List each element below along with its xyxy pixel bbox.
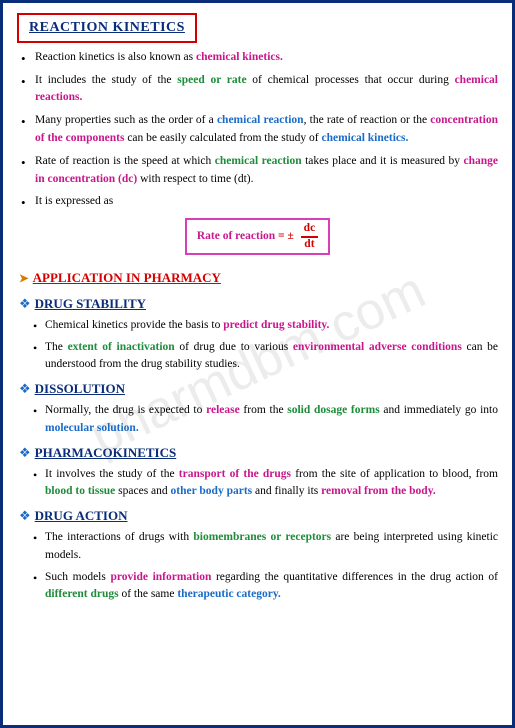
section-heading-row: ❖ DRUG STABILITY	[19, 294, 498, 315]
highlight-text: speed or rate	[177, 74, 246, 86]
text: of the same	[119, 588, 178, 600]
section-heading-row: ❖ DRUG ACTION	[19, 506, 498, 527]
section-heading: DISSOLUTION	[35, 381, 125, 396]
text: from the	[240, 404, 288, 416]
highlight-text: extent of inactivation	[68, 341, 175, 353]
text: The interactions of drugs with	[45, 531, 193, 543]
diamond-icon: ❖	[19, 445, 31, 460]
bullet-item: Normally, the drug is expected to releas…	[31, 402, 498, 438]
highlight-text: environmental adverse conditions	[293, 341, 462, 353]
text: with respect to time (dt).	[137, 173, 253, 185]
text: can be easily calculated from the study …	[124, 132, 321, 144]
formula-denominator: dt	[301, 238, 319, 251]
highlight-text: solid dosage forms	[287, 404, 379, 416]
bullet-item: The interactions of drugs with biomembra…	[31, 529, 498, 565]
main-bullet-list: Reaction kinetics is also known as chemi…	[17, 49, 498, 212]
text: Rate of reaction is the speed at which	[35, 155, 215, 167]
formula-lhs: Rate of reaction	[197, 230, 275, 242]
sub-bullet-list: Chemical kinetics provide the basis to p…	[17, 317, 498, 374]
section-heading: DRUG ACTION	[35, 508, 128, 523]
formula-eq: = ±	[275, 230, 297, 242]
formula-box: Rate of reaction = ± dcdt	[185, 218, 330, 255]
sub-bullet-list: Normally, the drug is expected to releas…	[17, 402, 498, 438]
text: It is expressed as	[35, 195, 113, 207]
text: regarding the quantitative differences i…	[211, 571, 498, 583]
arrow-icon: ➤	[19, 273, 29, 285]
sub-bullet-list: It involves the study of the transport o…	[17, 466, 498, 502]
text: takes place and it is measured by	[302, 155, 464, 167]
text: Reaction kinetics is also known as	[35, 51, 196, 63]
bullet-item: It involves the study of the transport o…	[31, 466, 498, 502]
text: Chemical kinetics provide the basis to	[45, 319, 223, 331]
diamond-icon: ❖	[19, 508, 31, 523]
bullet-item: Such models provide information regardin…	[31, 569, 498, 605]
text: and finally its	[252, 485, 321, 497]
bullet-item: Many properties such as the order of a c…	[17, 112, 498, 148]
highlight-text: blood to tissue	[45, 485, 115, 497]
text: Many properties such as the order of a	[35, 114, 217, 126]
text: , the rate of reaction or the	[304, 114, 431, 126]
highlight-text: removal from the body.	[321, 485, 436, 497]
section-heading-row: ❖ DISSOLUTION	[19, 379, 498, 400]
highlight-text: other body parts	[171, 485, 253, 497]
text: It includes the study of the	[35, 74, 177, 86]
highlight-text: predict drug stability.	[223, 319, 329, 331]
highlight-text: chemical reaction	[215, 155, 302, 167]
highlight-text: chemical kinetics.	[321, 132, 408, 144]
bullet-item: Reaction kinetics is also known as chemi…	[17, 49, 498, 67]
highlight-text: molecular solution.	[45, 422, 139, 434]
formula-container: Rate of reaction = ± dcdt	[17, 216, 498, 263]
highlight-text: therapeutic category.	[177, 588, 280, 600]
sub-bullet-list: The interactions of drugs with biomembra…	[17, 529, 498, 604]
application-heading-row: ➤ APPLICATION IN PHARMACY	[19, 268, 498, 289]
highlight-text: chemical kinetics.	[196, 51, 283, 63]
title-box: REACTION KINETICS	[17, 13, 197, 43]
highlight-text: chemical reaction	[217, 114, 304, 126]
bullet-item: Rate of reaction is the speed at which c…	[17, 153, 498, 189]
diamond-icon: ❖	[19, 381, 31, 396]
diamond-icon: ❖	[19, 296, 31, 311]
text: The	[45, 341, 68, 353]
section-heading: DRUG STABILITY	[35, 296, 146, 311]
text: Such models	[45, 571, 110, 583]
text: Normally, the drug is expected to	[45, 404, 206, 416]
text: and immediately go into	[380, 404, 498, 416]
page-content: REACTION KINETICS Reaction kinetics is a…	[17, 13, 498, 604]
highlight-text: biomembranes or receptors	[193, 531, 331, 543]
bullet-item: It includes the study of the speed or ra…	[17, 72, 498, 108]
bullet-item: The extent of inactivation of drug due t…	[31, 339, 498, 375]
formula-fraction: dcdt	[301, 223, 319, 250]
text: It involves the study of the	[45, 468, 179, 480]
highlight-text: different drugs	[45, 588, 119, 600]
highlight-text: provide information	[110, 571, 211, 583]
highlight-text: transport of the drugs	[179, 468, 291, 480]
text: of chemical processes that occur during	[247, 74, 455, 86]
formula-numerator: dc	[301, 223, 319, 238]
bullet-item: Chemical kinetics provide the basis to p…	[31, 317, 498, 335]
text: from the site of application to blood, f…	[291, 468, 498, 480]
highlight-text: release	[206, 404, 240, 416]
bullet-item: It is expressed as	[17, 193, 498, 211]
section-heading-row: ❖ PHARMACOKINETICS	[19, 443, 498, 464]
text: of drug due to various	[175, 341, 293, 353]
application-heading: APPLICATION IN PHARMACY	[33, 270, 221, 285]
text: spaces and	[115, 485, 170, 497]
section-heading: PHARMACOKINETICS	[35, 445, 177, 460]
page-title: REACTION KINETICS	[29, 20, 185, 35]
